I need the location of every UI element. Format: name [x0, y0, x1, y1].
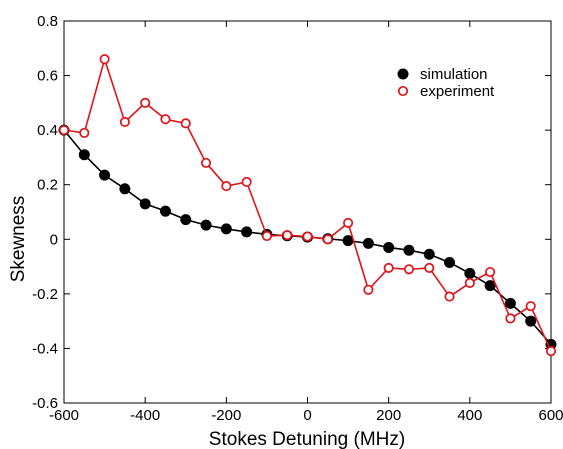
simulation-point — [200, 219, 212, 231]
simulation-point — [444, 256, 456, 268]
simulation-point — [423, 248, 435, 260]
x-tick-label: 200 — [376, 407, 401, 424]
experiment-point — [119, 116, 130, 128]
legend-marker-simulation — [397, 68, 409, 80]
simulation-point — [99, 169, 111, 181]
simulation-point — [484, 280, 496, 292]
x-tick-label: -400 — [130, 407, 160, 424]
series-layer — [58, 54, 557, 357]
experiment-point — [505, 313, 516, 324]
experiment-point — [464, 277, 475, 288]
experiment-point — [525, 301, 536, 312]
experiment-point — [140, 97, 151, 108]
experiment-point — [363, 284, 374, 295]
experiment-point — [424, 262, 435, 273]
experiment-point — [261, 230, 272, 242]
experiment-point — [403, 264, 415, 275]
experiment-point — [343, 217, 354, 228]
y-tick-label: 0.4 — [37, 122, 58, 139]
experiment-point — [383, 262, 394, 273]
legend-label-experiment: experiment — [420, 83, 495, 100]
y-axis-title: Skewness — [8, 196, 29, 283]
y-tick-label: -0.6 — [32, 395, 58, 412]
experiment-point — [444, 291, 455, 302]
experiment-point — [485, 266, 496, 278]
simulation-point — [180, 214, 192, 226]
simulation-point — [504, 297, 516, 309]
experiment-point — [282, 230, 293, 241]
y-tick-label: 0.6 — [37, 68, 58, 85]
x-tick-label: -600 — [49, 407, 79, 424]
simulation-point — [139, 198, 151, 210]
legend-marker-experiment — [397, 85, 409, 97]
experiment-line — [63, 56, 552, 352]
experiment-point — [302, 231, 313, 242]
y-tick-label: -0.2 — [32, 286, 58, 303]
experiment-point — [99, 54, 110, 65]
simulation-point — [403, 244, 415, 256]
experiment-point — [180, 118, 191, 129]
x-tick-label: -200 — [211, 407, 241, 424]
simulation-point — [464, 267, 476, 279]
experiment-point — [79, 127, 90, 138]
legend-label-simulation: simulation — [420, 66, 488, 83]
simulation-point — [241, 226, 253, 238]
experiment-point — [545, 346, 557, 357]
series-experiment — [58, 54, 557, 357]
x-tick-label: 0 — [303, 407, 311, 424]
x-axis-title: Stokes Detuning (MHz) — [209, 429, 405, 449]
experiment-point — [58, 125, 70, 136]
simulation-point — [119, 183, 131, 195]
experiment-point — [241, 176, 252, 188]
experiment-point — [160, 114, 171, 125]
simulation-point — [383, 241, 395, 253]
y-tick-label: 0 — [50, 231, 58, 248]
x-tick-label: 400 — [457, 407, 482, 424]
simulation-point — [220, 223, 232, 235]
experiment-point — [200, 157, 212, 168]
simulation-point — [78, 149, 90, 161]
y-tick-label: -0.4 — [32, 340, 58, 357]
experiment-point — [221, 181, 232, 192]
simulation-point — [159, 205, 171, 217]
simulation-point — [525, 315, 537, 327]
axis-ticks: -600 -400 -200 0 200 400 600 -0.6 -0.4 -0.2 0 0.2 0.… — [32, 13, 563, 424]
x-tick-label: 600 — [538, 407, 563, 424]
y-tick-label: 0.8 — [37, 13, 58, 30]
simulation-point — [362, 237, 374, 249]
experiment-point — [322, 234, 333, 245]
y-tick-label: 0.2 — [37, 177, 58, 194]
